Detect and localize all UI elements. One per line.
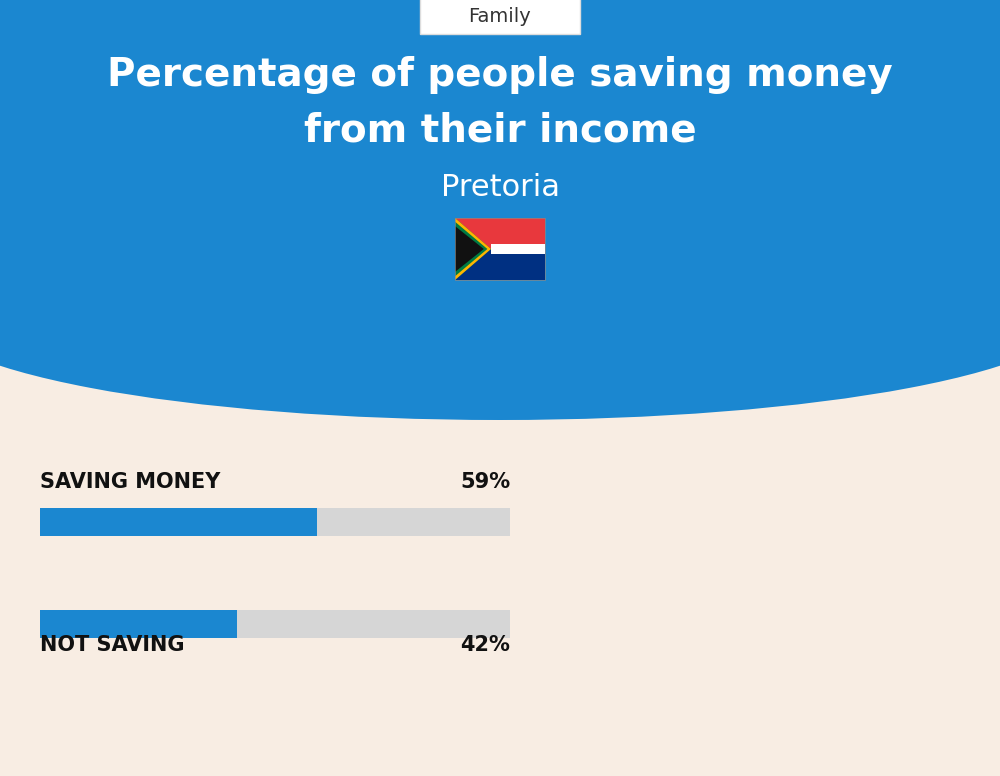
Polygon shape [455,218,491,249]
Bar [0,0,1000,310]
Text: 42%: 42% [460,635,510,655]
Polygon shape [455,218,491,280]
Bar [40,508,317,536]
Text: from their income: from their income [304,111,696,149]
Polygon shape [455,226,484,272]
Bar [455,249,545,280]
Bar [455,218,545,249]
Polygon shape [455,249,491,280]
Text: Family: Family [469,6,531,26]
Text: SAVING MONEY: SAVING MONEY [40,472,220,492]
Bar [455,218,545,280]
Bar [491,249,545,254]
Bar [40,610,237,638]
FancyBboxPatch shape [420,0,580,34]
Bar [40,610,510,638]
Text: NOT SAVING: NOT SAVING [40,635,184,655]
Ellipse shape [0,200,1000,420]
Bar [40,508,510,536]
Text: 59%: 59% [460,472,510,492]
Text: Pretoria: Pretoria [440,174,560,203]
Bar [491,244,545,249]
Text: Percentage of people saving money: Percentage of people saving money [107,56,893,94]
